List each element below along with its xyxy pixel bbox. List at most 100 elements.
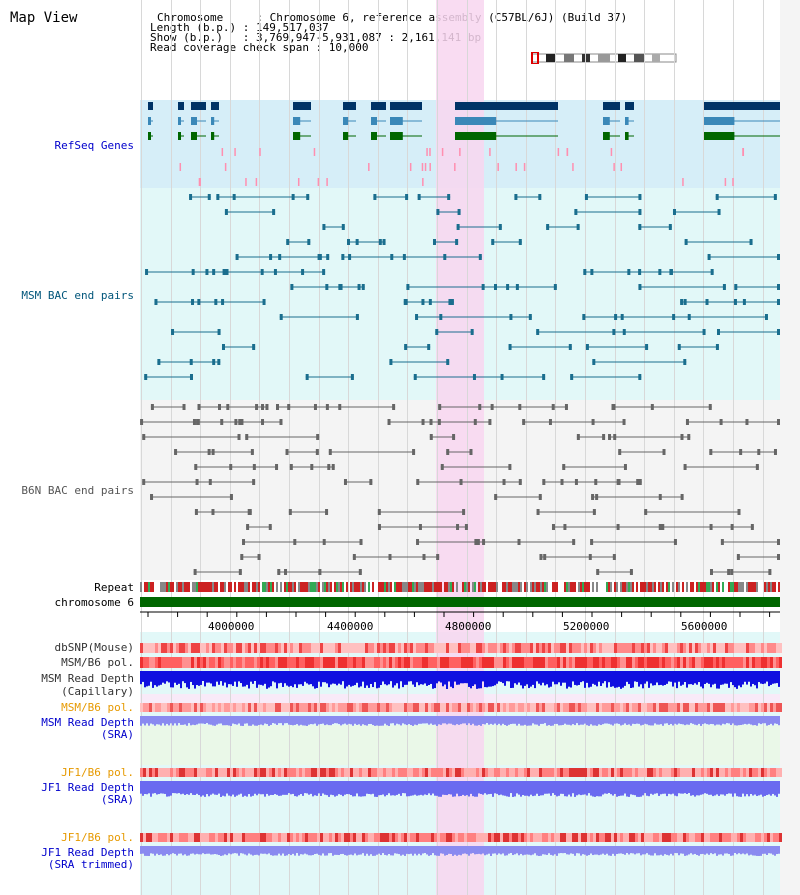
jf1-depth-trim-bar (572, 846, 574, 854)
jf1-pol-cell (743, 768, 746, 777)
msm-depth-sra-bar (230, 716, 232, 726)
jf1-depth-trim-bar (544, 846, 546, 855)
jf1-depth-trim-bar (742, 846, 744, 854)
b6n-bac-end (522, 419, 526, 425)
label-b6n-bac[interactable]: B6N BAC end pairs (21, 484, 134, 497)
refseq-mark (682, 178, 684, 186)
msm-bac-end (518, 239, 522, 245)
label-jf1-depth-sra[interactable]: JF1 Read Depth (41, 781, 134, 794)
jf1-pol-cell (149, 768, 152, 777)
label-msm-b6-pol-sra[interactable]: MSM/B6 pol. (61, 701, 134, 714)
chromosome-ideogram[interactable] (528, 52, 680, 64)
jf1-pol-cell (350, 833, 353, 842)
msm-depth-sra-bar (648, 716, 650, 726)
jf1-depth-sra-bar (234, 781, 236, 797)
msm-pol-sra-cell (467, 703, 470, 712)
jf1-depth-sra-bar (654, 781, 656, 794)
label-chromosome[interactable]: chromosome 6 (54, 596, 134, 609)
msm-pol-cell (308, 657, 311, 668)
refseq-mark (515, 163, 517, 171)
msm-pol-cell (407, 657, 410, 668)
msm-depth-sra-bar (336, 716, 338, 724)
jf1-depth-sra-bar (734, 781, 736, 794)
msm-pol-cell (443, 657, 446, 668)
msm-pol-sra-cell (443, 703, 446, 712)
msm-pol-sra-cell (368, 703, 371, 712)
msm-depth-sra-bar (652, 716, 654, 726)
msm-pol-cell (749, 657, 752, 668)
msm-pol-cell (746, 657, 749, 668)
msm-depth-sra-bar (196, 716, 198, 725)
msm-depth-sra-bar (748, 716, 750, 724)
repeat-mark (300, 582, 302, 592)
msm-depth-cap-bar (668, 671, 670, 682)
dbsnp-cell (683, 643, 686, 653)
msm-pol-cell (518, 657, 521, 668)
label-msm-b6-pol[interactable]: MSM/B6 pol. (61, 656, 134, 669)
msm-depth-cap-bar (536, 671, 538, 682)
msm-pol-cell (509, 657, 512, 668)
msm-depth-cap-bar (354, 671, 356, 686)
label-repeat[interactable]: Repeat (94, 581, 134, 594)
msm-pol-cell (533, 657, 536, 668)
jf1-pol-cell (617, 833, 620, 842)
repeat-mark (362, 582, 364, 592)
jf1-depth-sra-bar (346, 781, 348, 795)
msm-depth-sra-bar (392, 716, 394, 724)
label-msm-depth-capillary[interactable]: MSM Read Depth (41, 672, 134, 685)
label-jf1-pol-2[interactable]: JF1/B6 pol. (61, 831, 134, 844)
jf1-pol-cell (257, 833, 260, 842)
msm-pol-cell (767, 657, 770, 668)
msm-pol-cell (209, 657, 212, 668)
msm-pol-sra-cell (326, 703, 329, 712)
label-refseq[interactable]: RefSeq Genes (54, 139, 134, 152)
jf1-depth-trim-bar (354, 846, 356, 854)
msm-depth-sra-bar (650, 716, 652, 726)
label-jf1-pol-1[interactable]: JF1/B6 pol. (61, 766, 134, 779)
label-msm-bac[interactable]: MSM BAC end pairs (21, 289, 134, 302)
jf1-depth-sra-bar (190, 781, 192, 794)
jf1-pol-cell (578, 833, 581, 842)
label-msm-depth-sra[interactable]: MSM Read Depth (41, 716, 134, 729)
jf1-pol-cell (311, 833, 314, 842)
msm-depth-cap-bar (298, 671, 300, 685)
msm-depth-sra-bar (566, 716, 568, 725)
jf1-depth-trim-bar (432, 846, 434, 854)
gene-exon (293, 132, 301, 140)
jf1-pol-cell (179, 833, 182, 842)
dbsnp-cell (632, 643, 635, 653)
jf1-pol-cell (161, 768, 164, 777)
jf1-pol-cell (530, 833, 533, 842)
jf1-pol-cell (296, 833, 299, 842)
grid-line (703, 0, 704, 895)
jf1-depth-sra-bar (452, 781, 454, 797)
jf1-depth-trim-bar (316, 846, 318, 854)
jf1-depth-sra-bar (272, 781, 274, 795)
jf1-depth-trim-bar (208, 846, 210, 854)
label-jf1-depth-trim[interactable]: JF1 Read Depth (41, 846, 134, 859)
msm-depth-sra-bar (428, 716, 430, 725)
dbsnp-cell (500, 643, 503, 653)
msm-pol-sra-cell (722, 703, 725, 712)
jf1-depth-sra-bar (232, 781, 234, 795)
jf1-depth-trim-bar (520, 846, 522, 854)
repeat-mark (160, 582, 162, 592)
jf1-depth-trim-bar (346, 846, 348, 856)
repeat-mark (530, 582, 532, 592)
jf1-pol-cell (368, 768, 371, 777)
msm-pol-cell (686, 657, 689, 668)
msm-pol-sra-cell (440, 703, 443, 712)
jf1-depth-sra-bar (506, 781, 508, 797)
msm-depth-sra-bar (620, 716, 622, 726)
jf1-pol-cell (476, 833, 479, 842)
jf1-depth-sra-bar (774, 781, 776, 796)
dbsnp-cell (161, 643, 164, 653)
msm-pol-sra-cell (140, 703, 143, 712)
repeat-mark (428, 582, 430, 592)
dbsnp-cell (599, 643, 602, 653)
refseq-mark (368, 163, 370, 171)
msm-depth-cap-bar (696, 671, 698, 685)
repeat-mark (732, 582, 734, 592)
label-dbsnp[interactable]: dbSNP(Mouse) (54, 641, 134, 654)
